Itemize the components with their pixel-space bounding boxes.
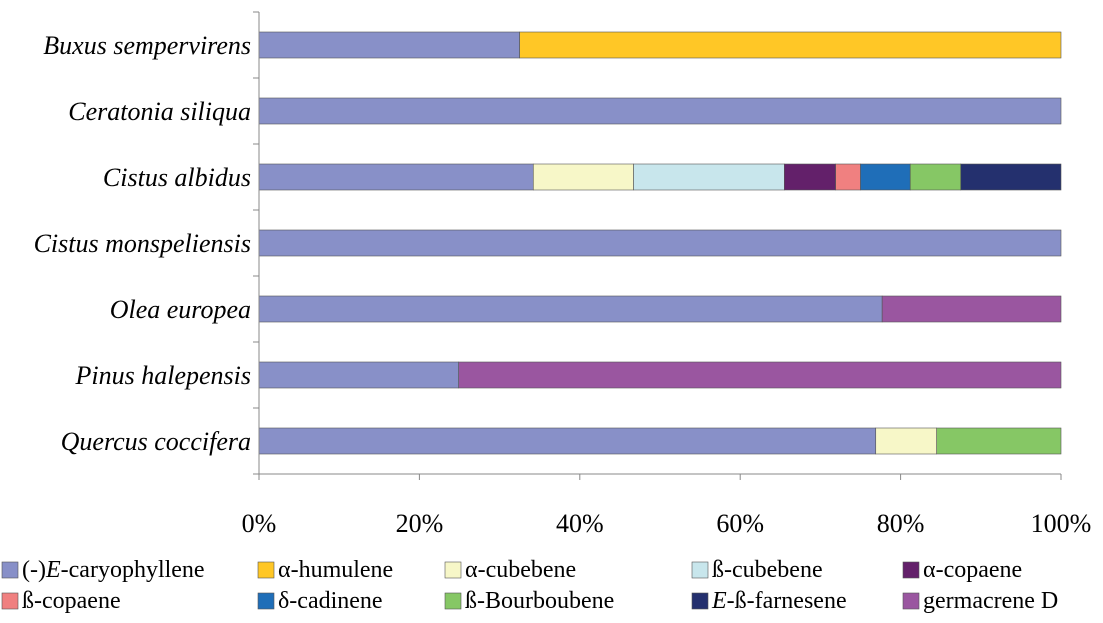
bar-segment — [258, 97, 1062, 125]
legend: (-)E-caryophyllene α-humulene α-cubebene ß-… — [1, 557, 1058, 614]
legend-item: δ-cadinene — [257, 588, 383, 614]
bar-segment — [909, 163, 962, 191]
bar-segment — [835, 163, 861, 191]
x-tick-label: 80% — [877, 509, 925, 538]
legend-item: α-cubebene — [444, 557, 576, 583]
legend-label: E-ß-farnesene — [711, 588, 847, 614]
legend-swatch — [257, 592, 275, 610]
x-tick-label: 20% — [396, 509, 444, 538]
legend-swatch — [444, 561, 462, 579]
legend-swatch — [444, 592, 462, 610]
legend-swatch — [1, 561, 19, 579]
bar-segment — [519, 31, 1062, 59]
legend-swatch — [691, 592, 709, 610]
legend-item: germacrene D — [902, 588, 1058, 614]
category-label: Cistus albidus — [103, 163, 251, 192]
legend-swatch — [1, 592, 19, 610]
category-label: Ceratonia siliqua — [68, 97, 251, 126]
x-tick-label: 0% — [242, 509, 277, 538]
legend-item: (-)E-caryophyllene — [1, 557, 205, 583]
legend-label: ß-cubebene — [712, 557, 823, 583]
category-label: Quercus coccifera — [61, 427, 251, 456]
legend-label: α-copaene — [923, 557, 1022, 583]
legend-label: (-)E-caryophyllene — [22, 557, 205, 583]
legend-label: ß-copaene — [22, 588, 121, 614]
legend-item: E-ß-farnesene — [691, 588, 847, 614]
legend-label: germacrene D — [923, 588, 1058, 614]
legend-item: α-copaene — [902, 557, 1022, 583]
x-tick-label: 40% — [556, 509, 604, 538]
legend-item: α-humulene — [257, 557, 393, 583]
legend-label: δ-cadinene — [278, 588, 383, 614]
axes-group: Buxus sempervirens Ceratonia siliqua Cistu… — [34, 11, 1092, 538]
bar-segment — [258, 427, 877, 455]
legend-item: ß-copaene — [1, 588, 121, 614]
bar-segment — [784, 163, 836, 191]
x-tick-label: 100% — [1031, 509, 1092, 538]
legend-swatch — [691, 561, 709, 579]
category-label: Pinus halepensis — [75, 361, 252, 390]
legend-label: α-humulene — [278, 557, 393, 583]
bar-segment — [532, 163, 634, 191]
bar-segment — [258, 31, 520, 59]
bar-segment — [258, 229, 1062, 257]
bar-segment — [458, 361, 1062, 389]
bar-segment — [860, 163, 911, 191]
legend-swatch — [902, 592, 920, 610]
bar-segment — [875, 427, 937, 455]
bar-segment — [258, 163, 534, 191]
legend-label: ß-Bourboubene — [465, 588, 614, 614]
bars-group — [258, 31, 1062, 455]
bar-segment — [881, 295, 1062, 323]
category-label: Buxus sempervirens — [43, 31, 251, 60]
bar-segment — [258, 361, 459, 389]
legend-label: α-cubebene — [465, 557, 576, 583]
bar-segment — [936, 427, 1062, 455]
bar-segment — [960, 163, 1062, 191]
legend-swatch — [902, 561, 920, 579]
x-tick-label: 60% — [716, 509, 764, 538]
legend-item: ß-Bourboubene — [444, 588, 614, 614]
category-label: Cistus monspeliensis — [34, 229, 251, 258]
bar-segment — [633, 163, 785, 191]
category-label: Olea europea — [110, 295, 251, 324]
bar-segment — [258, 295, 883, 323]
legend-item: ß-cubebene — [691, 557, 823, 583]
legend-swatch — [257, 561, 275, 579]
